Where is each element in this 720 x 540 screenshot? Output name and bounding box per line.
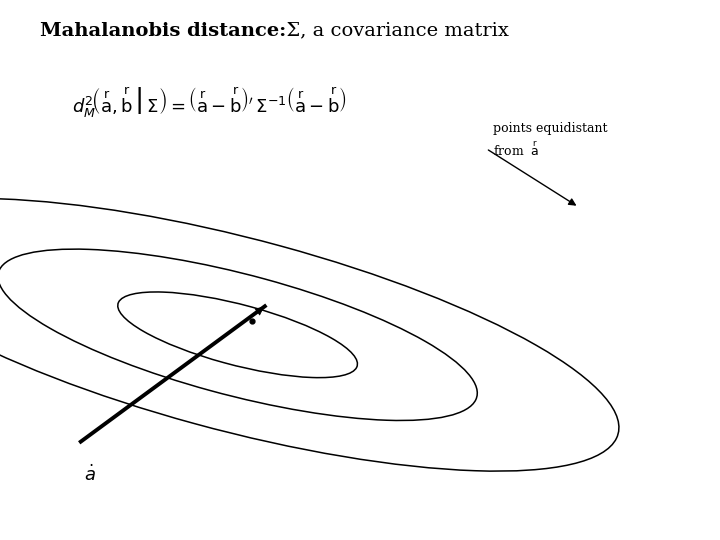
- Text: $d_M^2\!\left(\overset{\rm r}{a},\overset{\rm r}{b}\,\middle|\,\Sigma\right)=\le: $d_M^2\!\left(\overset{\rm r}{a},\overse…: [72, 86, 346, 120]
- Text: Mahalanobis distance:: Mahalanobis distance:: [40, 22, 286, 39]
- Text: from  $\overset{\rm r}{a}$: from $\overset{\rm r}{a}$: [493, 140, 540, 159]
- Text: points equidistant: points equidistant: [493, 122, 608, 135]
- Text: Σ, a covariance matrix: Σ, a covariance matrix: [274, 22, 508, 39]
- Text: $\dot{a}$: $\dot{a}$: [84, 464, 96, 485]
